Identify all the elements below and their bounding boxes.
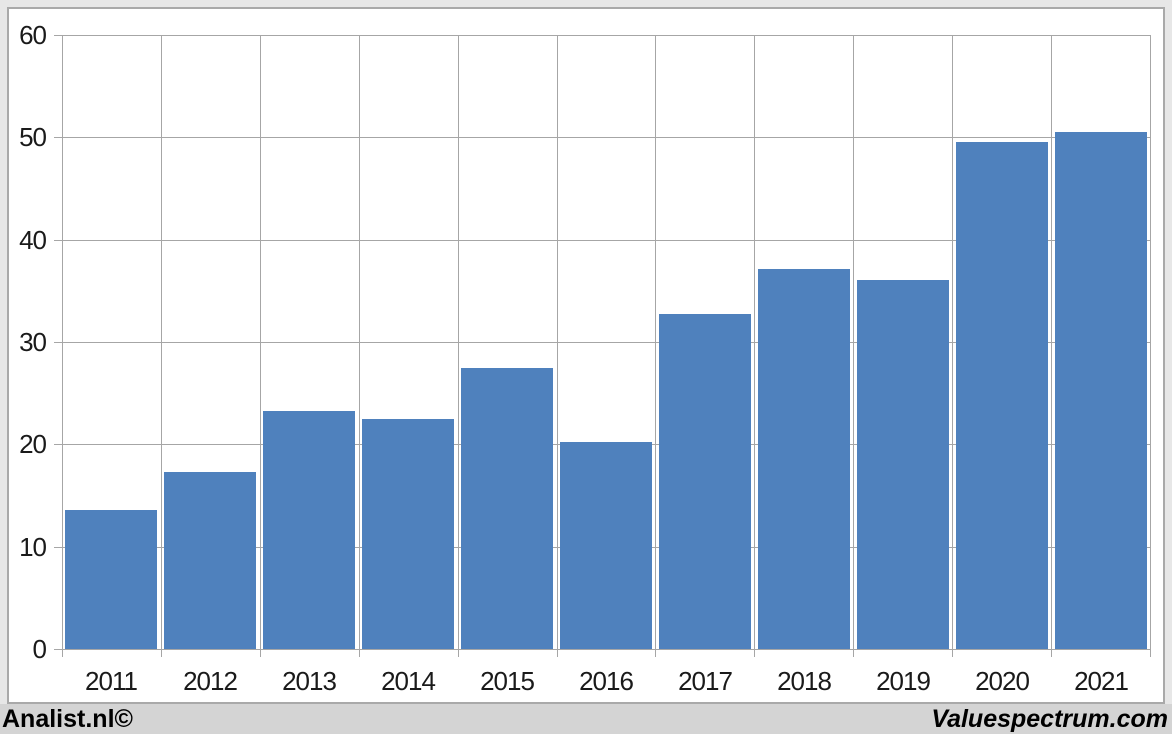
x-axis-tick (952, 649, 953, 657)
gridline-vertical (458, 35, 459, 649)
gridline-horizontal (62, 240, 1150, 241)
x-axis-label-2017: 2017 (678, 666, 733, 696)
y-axis-tick (54, 35, 62, 36)
x-axis-tick (62, 649, 63, 657)
gridline-vertical (1150, 35, 1151, 649)
bar-2013 (263, 411, 355, 649)
attribution-valuespectrum: Valuespectrum.com (931, 705, 1168, 733)
gridline-vertical (260, 35, 261, 649)
x-axis-tick (754, 649, 755, 657)
x-axis-label-2014: 2014 (381, 666, 436, 696)
attribution-strip: Analist.nl© Valuespectrum.com (0, 704, 1172, 734)
y-axis-tick (54, 342, 62, 343)
bar-2019 (857, 280, 949, 649)
x-axis-tick (655, 649, 656, 657)
gridline-vertical (853, 35, 854, 649)
x-axis-label-2019: 2019 (876, 666, 931, 696)
gridline-vertical (1051, 35, 1052, 649)
x-axis-tick (260, 649, 261, 657)
y-axis-label: 40 (19, 225, 47, 255)
x-axis-tick (557, 649, 558, 657)
y-axis-label: 10 (19, 532, 47, 562)
gridline-vertical (655, 35, 656, 649)
x-axis-label-2015: 2015 (480, 666, 535, 696)
x-axis-tick (161, 649, 162, 657)
y-axis-tick (54, 137, 62, 138)
y-axis-tick (54, 649, 62, 650)
gridline-vertical (952, 35, 953, 649)
x-axis-label-2020: 2020 (975, 666, 1030, 696)
gridline-vertical (754, 35, 755, 649)
gridline-vertical (62, 35, 63, 649)
gridline-horizontal (62, 342, 1150, 343)
gridline-horizontal (62, 35, 1150, 36)
bar-2018 (758, 269, 850, 649)
y-axis-label: 20 (19, 429, 47, 459)
x-axis-label-2013: 2013 (282, 666, 337, 696)
x-axis-tick (359, 649, 360, 657)
x-axis-tick (458, 649, 459, 657)
x-axis-label-2021: 2021 (1074, 666, 1129, 696)
x-axis-label-2011: 2011 (85, 666, 138, 696)
x-axis-label-2012: 2012 (183, 666, 238, 696)
bar-2021 (1055, 132, 1147, 649)
bar-2014 (362, 419, 454, 649)
x-axis-label-2016: 2016 (579, 666, 634, 696)
x-axis-tick (853, 649, 854, 657)
gridline-vertical (359, 35, 360, 649)
y-axis-tick (54, 547, 62, 548)
bar-2017 (659, 314, 751, 649)
y-axis-label: 30 (19, 327, 47, 357)
bar-2016 (560, 442, 652, 649)
y-axis-tick (54, 444, 62, 445)
bar-2012 (164, 472, 256, 649)
x-axis-tick (1051, 649, 1052, 657)
y-axis-label: 60 (19, 20, 47, 50)
y-axis-tick (54, 240, 62, 241)
attribution-analist: Analist.nl© (2, 705, 133, 733)
gridline-vertical (557, 35, 558, 649)
gridline-horizontal (62, 649, 1150, 650)
y-axis-label: 0 (32, 634, 47, 664)
x-axis-label-2018: 2018 (777, 666, 832, 696)
bar-2015 (461, 368, 553, 649)
bar-2020 (956, 142, 1048, 649)
y-axis-label: 50 (19, 122, 47, 152)
gridline-horizontal (62, 137, 1150, 138)
x-axis-tick (1150, 649, 1151, 657)
gridline-vertical (161, 35, 162, 649)
bar-2011 (65, 510, 157, 649)
